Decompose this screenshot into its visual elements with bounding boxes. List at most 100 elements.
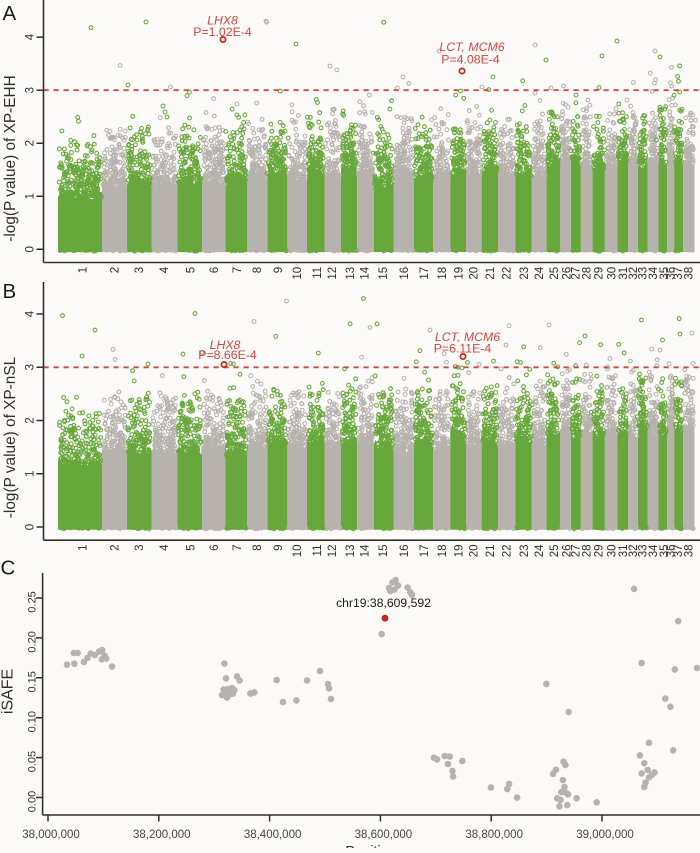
svg-text:35: 35 bbox=[659, 267, 671, 280]
svg-text:4: 4 bbox=[25, 310, 37, 317]
svg-text:38,400,000: 38,400,000 bbox=[244, 829, 302, 841]
svg-text:LCT, MCM6: LCT, MCM6 bbox=[435, 330, 500, 344]
svg-text:9: 9 bbox=[273, 267, 285, 273]
svg-text:10: 10 bbox=[292, 267, 304, 280]
svg-text:13: 13 bbox=[345, 267, 357, 280]
svg-text:11: 11 bbox=[312, 545, 324, 557]
svg-text:6: 6 bbox=[209, 267, 221, 273]
svg-text:22: 22 bbox=[502, 545, 514, 558]
svg-text:25: 25 bbox=[549, 267, 561, 280]
svg-text:32: 32 bbox=[628, 267, 640, 280]
svg-text:23: 23 bbox=[519, 267, 531, 280]
svg-text:38,200,000: 38,200,000 bbox=[133, 829, 191, 841]
svg-text:27: 27 bbox=[571, 267, 583, 280]
svg-text:36: 36 bbox=[665, 267, 677, 280]
svg-text:4: 4 bbox=[159, 544, 171, 551]
svg-text:3: 3 bbox=[134, 545, 146, 551]
svg-text:26: 26 bbox=[561, 545, 573, 558]
svg-text:12: 12 bbox=[327, 545, 339, 558]
svg-text:9: 9 bbox=[273, 545, 285, 551]
svg-text:33: 33 bbox=[638, 545, 650, 558]
svg-text:38: 38 bbox=[684, 267, 696, 280]
svg-text:15: 15 bbox=[378, 545, 390, 558]
svg-text:1: 1 bbox=[78, 267, 90, 273]
svg-text:39,000,000: 39,000,000 bbox=[576, 829, 634, 841]
svg-text:24: 24 bbox=[534, 544, 546, 557]
svg-text:3: 3 bbox=[25, 364, 37, 370]
svg-text:38,600,000: 38,600,000 bbox=[355, 829, 413, 841]
svg-text:10: 10 bbox=[292, 545, 304, 558]
svg-text:24: 24 bbox=[534, 266, 546, 279]
svg-text:iSAFE: iSAFE bbox=[0, 669, 17, 714]
svg-text:B: B bbox=[3, 280, 17, 303]
svg-text:LHX8: LHX8 bbox=[210, 338, 241, 352]
svg-text:14: 14 bbox=[360, 544, 372, 557]
svg-text:5: 5 bbox=[186, 545, 198, 551]
svg-text:21: 21 bbox=[485, 545, 497, 558]
svg-text:38,800,000: 38,800,000 bbox=[465, 829, 523, 841]
svg-text:38: 38 bbox=[684, 545, 696, 558]
svg-text:-log(P value) of XP-EHH: -log(P value) of XP-EHH bbox=[2, 75, 19, 242]
svg-text:0.20: 0.20 bbox=[27, 631, 39, 652]
svg-text:34: 34 bbox=[648, 266, 660, 279]
svg-text:0.25: 0.25 bbox=[27, 591, 39, 612]
svg-text:37: 37 bbox=[673, 545, 685, 558]
svg-text:2: 2 bbox=[25, 140, 37, 146]
svg-text:1: 1 bbox=[78, 545, 90, 551]
svg-text:-log(P value) of XP-nSL: -log(P value) of XP-nSL bbox=[2, 356, 19, 518]
svg-text:Position: Position bbox=[345, 844, 397, 848]
svg-text:A: A bbox=[3, 2, 17, 25]
svg-text:30: 30 bbox=[607, 545, 619, 558]
svg-text:0.05: 0.05 bbox=[27, 751, 39, 772]
svg-text:17: 17 bbox=[419, 545, 431, 558]
svg-text:8: 8 bbox=[252, 545, 264, 551]
svg-text:15: 15 bbox=[378, 267, 390, 280]
svg-text:2: 2 bbox=[110, 545, 122, 551]
svg-text:7: 7 bbox=[232, 267, 244, 273]
svg-text:3: 3 bbox=[134, 267, 146, 273]
svg-text:12: 12 bbox=[327, 267, 339, 280]
svg-text:1: 1 bbox=[25, 193, 37, 199]
svg-text:29: 29 bbox=[593, 545, 605, 558]
svg-text:13: 13 bbox=[345, 545, 357, 558]
svg-text:30: 30 bbox=[607, 267, 619, 280]
svg-text:19: 19 bbox=[454, 545, 466, 558]
svg-text:LCT, MCM6: LCT, MCM6 bbox=[439, 40, 504, 54]
svg-text:4: 4 bbox=[159, 266, 171, 273]
svg-text:26: 26 bbox=[561, 267, 573, 280]
svg-text:6: 6 bbox=[209, 545, 221, 551]
svg-text:C: C bbox=[1, 557, 16, 580]
svg-text:27: 27 bbox=[571, 545, 583, 558]
svg-text:7: 7 bbox=[232, 545, 244, 551]
svg-text:0: 0 bbox=[25, 246, 37, 252]
svg-text:29: 29 bbox=[593, 267, 605, 280]
svg-text:0.10: 0.10 bbox=[27, 711, 39, 732]
svg-text:35: 35 bbox=[659, 545, 671, 558]
svg-text:20: 20 bbox=[469, 545, 481, 558]
svg-text:1: 1 bbox=[25, 471, 37, 477]
svg-text:17: 17 bbox=[419, 267, 431, 280]
svg-text:16: 16 bbox=[399, 545, 411, 558]
svg-text:P=6.11E-4: P=6.11E-4 bbox=[434, 342, 492, 356]
svg-text:2: 2 bbox=[110, 267, 122, 273]
svg-text:31: 31 bbox=[618, 267, 630, 280]
svg-text:20: 20 bbox=[469, 267, 481, 280]
svg-text:32: 32 bbox=[628, 545, 640, 558]
svg-text:25: 25 bbox=[549, 545, 561, 558]
svg-text:14: 14 bbox=[360, 266, 372, 279]
svg-text:P=1.02E-4: P=1.02E-4 bbox=[193, 25, 252, 39]
svg-text:5: 5 bbox=[186, 267, 198, 273]
svg-text:P=4.08E-4: P=4.08E-4 bbox=[441, 53, 500, 67]
svg-text:23: 23 bbox=[519, 545, 531, 558]
svg-text:0.15: 0.15 bbox=[27, 671, 39, 692]
svg-text:28: 28 bbox=[582, 267, 594, 280]
svg-text:0: 0 bbox=[25, 524, 37, 530]
svg-text:P=8.66E-4: P=8.66E-4 bbox=[198, 348, 257, 362]
svg-text:33: 33 bbox=[638, 267, 650, 280]
svg-text:18: 18 bbox=[437, 267, 449, 280]
svg-text:4: 4 bbox=[25, 33, 37, 40]
svg-text:34: 34 bbox=[648, 544, 660, 557]
svg-text:19: 19 bbox=[454, 267, 466, 280]
svg-text:8: 8 bbox=[252, 267, 264, 273]
svg-text:11: 11 bbox=[312, 267, 324, 279]
